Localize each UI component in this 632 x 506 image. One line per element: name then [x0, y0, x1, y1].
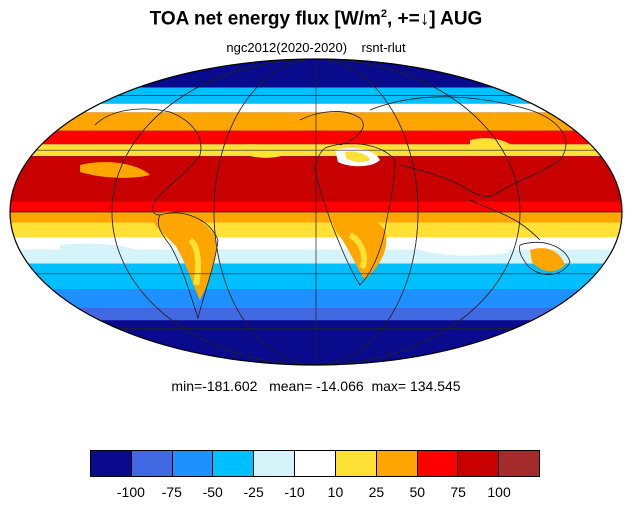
- colorbar-tick-label: 10: [327, 484, 344, 500]
- colorbar-tick-label: -10: [284, 484, 305, 500]
- colorbar-tick-label: -75: [161, 484, 182, 500]
- asia-patch: [470, 138, 520, 156]
- colorbar-swatch: [335, 451, 377, 476]
- colorbar-swatch: [172, 451, 214, 476]
- south-america-coast: [157, 212, 219, 320]
- colorbar-tick-label: -100: [116, 484, 145, 500]
- colorbar-swatch: [499, 451, 539, 476]
- colorbar-swatch: [131, 451, 173, 476]
- colorbar: [90, 450, 540, 477]
- sahara-inner: [345, 151, 370, 163]
- colorbar-tick-label: -25: [243, 484, 264, 500]
- europe-coast: [299, 111, 364, 146]
- indonesia-coast: [469, 199, 541, 241]
- north-america-coast: [94, 108, 202, 216]
- indian-ocean-patch: [420, 242, 510, 256]
- map-title: TOA net energy flux [W/m2, +=↓] AUG: [0, 8, 632, 30]
- colorbar-tick-label: 25: [368, 484, 385, 500]
- colorbar-swatch: [295, 451, 336, 476]
- colorbar-swatch: [376, 451, 418, 476]
- colorbar-tick-label: 75: [450, 484, 466, 500]
- asia-coast: [369, 96, 567, 197]
- continent-patches: [60, 138, 565, 300]
- map-subtitle: ngc2012(2020-2020) rsnt-rlut: [226, 40, 406, 55]
- title-text-rest: , +=↓] AUG: [386, 8, 483, 30]
- mollweide-map: [9, 58, 623, 366]
- colorbar-swatch: [417, 451, 459, 476]
- pacific-south-patch: [60, 243, 150, 259]
- coastlines: [94, 96, 571, 320]
- colorbar-tick-label: 100: [487, 484, 511, 500]
- colorbar-swatch: [213, 451, 255, 476]
- colorbar-tick-label: -50: [202, 484, 223, 500]
- colorbar-tick-label: 50: [409, 484, 426, 500]
- africa-coast: [314, 143, 396, 286]
- title-superscript: 2: [380, 8, 387, 20]
- australia-patch: [530, 248, 565, 272]
- atlantic-north-patch: [240, 144, 285, 158]
- title-text: TOA net energy flux [W/m: [149, 8, 381, 30]
- pacific-north-patch: [80, 162, 150, 178]
- colorbar-swatch: [458, 451, 500, 476]
- field-statistics: min=-181.602 mean= -14.066 max= 134.545: [171, 378, 461, 394]
- colorbar-swatch: [91, 451, 132, 476]
- south-america-inner: [187, 237, 201, 286]
- globe-outline: [9, 58, 623, 366]
- colorbar-swatch: [254, 451, 296, 476]
- africa-inner: [348, 232, 368, 270]
